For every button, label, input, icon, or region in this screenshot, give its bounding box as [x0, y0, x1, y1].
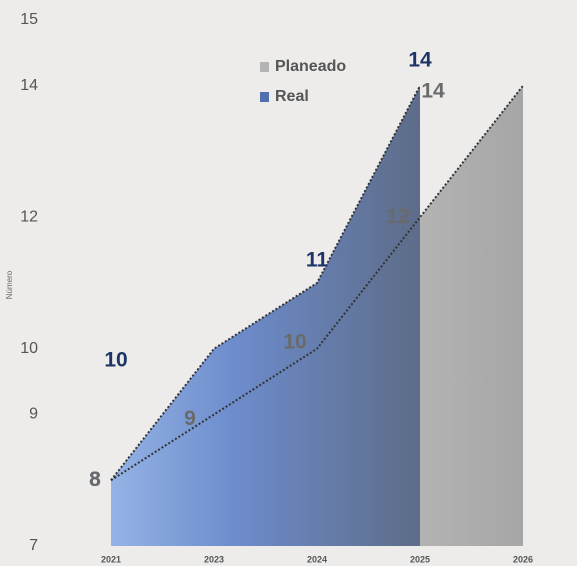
- y-tick-label: 15: [20, 11, 38, 28]
- legend-label: Real: [275, 88, 309, 105]
- y-tick-label: 10: [20, 340, 38, 357]
- y-tick-label: 7: [29, 537, 38, 554]
- legend-swatch: [260, 62, 269, 72]
- data-label: 14: [421, 79, 445, 102]
- x-tick-label: 2024: [307, 554, 327, 564]
- x-tick-label: 2026: [513, 554, 533, 564]
- data-label: 11: [306, 249, 329, 272]
- legend-label: Planeado: [275, 58, 346, 75]
- line: [110, 85, 421, 481]
- data-label: 14: [408, 48, 432, 71]
- x-tick-label: 2025: [410, 554, 430, 564]
- y-tick-label: 14: [20, 77, 38, 94]
- line: [110, 85, 524, 482]
- data-label: 10: [283, 330, 306, 353]
- data-label: 10: [104, 348, 127, 371]
- data-label: 9: [184, 407, 196, 430]
- x-tick-label: 2023: [204, 554, 224, 564]
- x-tick-label: 2021: [101, 554, 121, 564]
- y-tick-label: 9: [29, 406, 38, 423]
- legend-swatch: [260, 92, 269, 102]
- data-label: 8: [89, 468, 101, 491]
- data-label: 12: [386, 205, 409, 228]
- y-axis-title: Número: [5, 270, 14, 299]
- data-label: 8: [89, 468, 101, 491]
- y-tick-label: 12: [20, 208, 38, 225]
